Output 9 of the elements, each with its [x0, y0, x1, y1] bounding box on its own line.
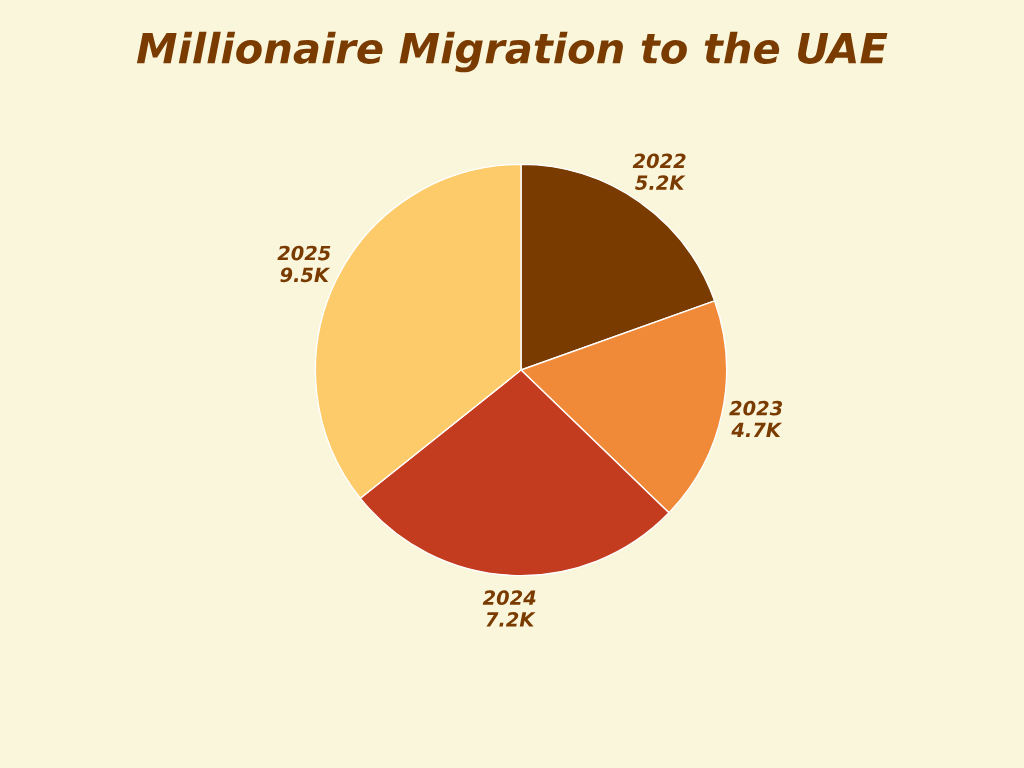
slice-label: 2022	[632, 153, 686, 169]
data-label: 5.2K	[635, 175, 686, 190]
slice-label: 2025	[277, 245, 331, 261]
slice-label: 2023	[729, 400, 783, 416]
data-label: 9.5K	[280, 267, 331, 283]
data-label: 4.7K	[731, 422, 783, 438]
slice-label: 2024	[482, 590, 536, 606]
chart-title: Millionaire Migration to the UAE	[136, 31, 888, 73]
data-label: 7.2K	[486, 612, 536, 627]
